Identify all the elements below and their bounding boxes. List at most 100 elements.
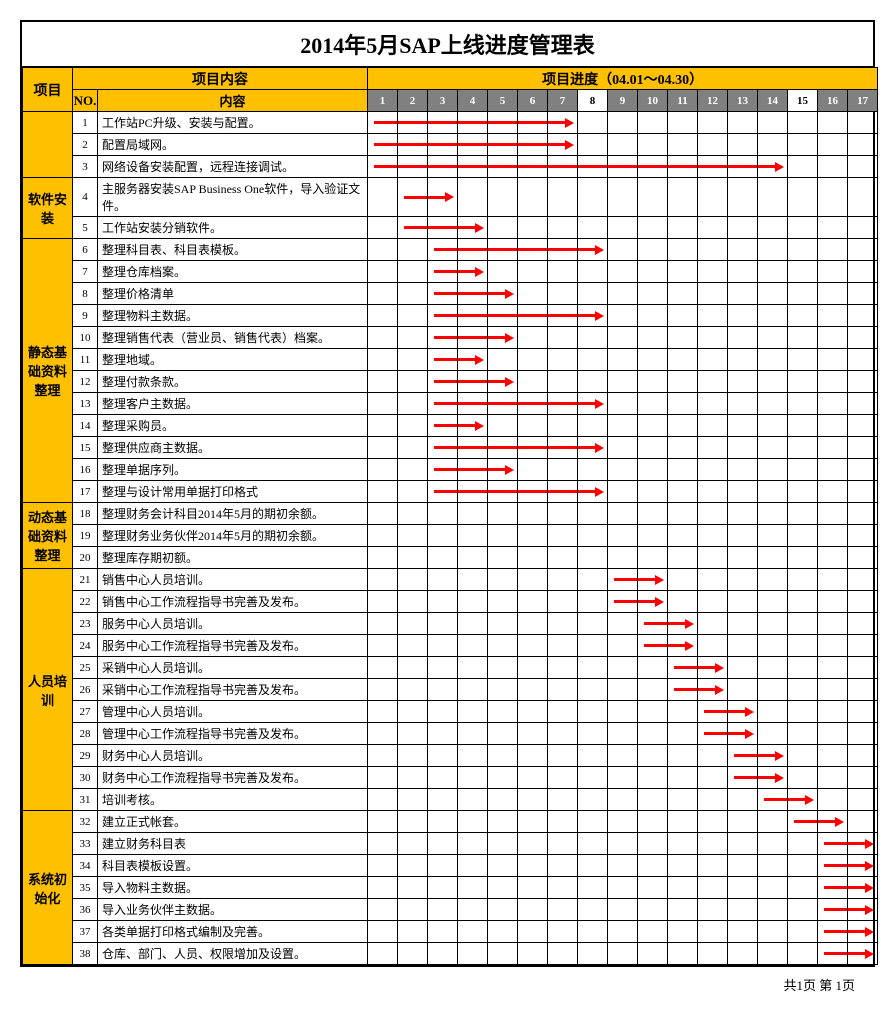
arrow-head-icon bbox=[505, 289, 514, 299]
gantt-cell bbox=[578, 503, 608, 525]
gantt-cell bbox=[818, 393, 848, 415]
gantt-cell bbox=[428, 178, 458, 217]
gantt-line bbox=[578, 248, 596, 251]
gantt-cell bbox=[638, 327, 668, 349]
gantt-cell bbox=[668, 569, 698, 591]
gantt-cell bbox=[398, 855, 428, 877]
gantt-cell bbox=[458, 239, 488, 261]
gantt-cell bbox=[458, 261, 488, 283]
gantt-cell bbox=[398, 239, 428, 261]
gantt-bar-seg bbox=[668, 621, 695, 627]
gantt-cell bbox=[368, 899, 398, 921]
gantt-cell bbox=[458, 393, 488, 415]
gantt-bar-seg bbox=[458, 489, 488, 495]
gantt-line bbox=[698, 666, 716, 669]
gantt-cell bbox=[488, 943, 518, 965]
row-content: 整理采购员。 bbox=[98, 415, 368, 437]
gantt-cell bbox=[488, 525, 518, 547]
gantt-bar-seg bbox=[488, 379, 515, 385]
gantt-cell bbox=[458, 178, 488, 217]
gantt-cell bbox=[578, 134, 608, 156]
table-row: 软件安装4主服务器安装SAP Business One软件，导入验证文件。 bbox=[23, 178, 878, 217]
gantt-bar-seg bbox=[644, 621, 668, 627]
gantt-cell bbox=[608, 283, 638, 305]
gantt-line bbox=[434, 490, 458, 493]
gantt-cell bbox=[488, 261, 518, 283]
gantt-bar-seg bbox=[578, 247, 605, 253]
gantt-cell bbox=[848, 745, 878, 767]
gantt-cell bbox=[458, 481, 488, 503]
gantt-cell bbox=[758, 789, 788, 811]
gantt-cell bbox=[818, 547, 848, 569]
arrow-head-icon bbox=[715, 663, 724, 673]
gantt-cell bbox=[638, 613, 668, 635]
gantt-bar-seg bbox=[458, 335, 488, 341]
gantt-line bbox=[704, 710, 728, 713]
gantt-bar-seg bbox=[434, 379, 458, 385]
gantt-cell bbox=[608, 877, 638, 899]
gantt-cell bbox=[788, 239, 818, 261]
gantt-cell bbox=[428, 156, 458, 178]
gantt-cell bbox=[488, 393, 518, 415]
gantt-cell bbox=[728, 217, 758, 239]
gantt-cell bbox=[368, 811, 398, 833]
gantt-line bbox=[518, 248, 548, 251]
gantt-cell bbox=[818, 134, 848, 156]
row-content: 整理销售代表（营业员、销售代表）档案。 bbox=[98, 327, 368, 349]
gantt-cell bbox=[698, 591, 728, 613]
gantt-cell bbox=[608, 415, 638, 437]
gantt-bar-seg bbox=[548, 120, 575, 126]
arrow-head-icon bbox=[775, 162, 784, 172]
row-no: 21 bbox=[73, 569, 98, 591]
gantt-cell bbox=[398, 503, 428, 525]
gantt-line bbox=[818, 820, 836, 823]
gantt-cell bbox=[428, 613, 458, 635]
gantt-cell bbox=[578, 613, 608, 635]
table-row: 19整理财务业务伙伴2014年5月的期初余额。 bbox=[23, 525, 878, 547]
gantt-cell bbox=[608, 569, 638, 591]
table-row: 34科目表模板设置。 bbox=[23, 855, 878, 877]
gantt-line bbox=[458, 248, 488, 251]
gantt-cell bbox=[518, 943, 548, 965]
gantt-cell bbox=[518, 591, 548, 613]
gantt-cell bbox=[758, 349, 788, 371]
gantt-bar-seg bbox=[434, 247, 458, 253]
gantt-line bbox=[518, 121, 548, 124]
gantt-cell bbox=[608, 921, 638, 943]
gantt-cell bbox=[638, 112, 668, 134]
gantt-cell bbox=[458, 635, 488, 657]
gantt-cell bbox=[698, 371, 728, 393]
gantt-line bbox=[458, 121, 488, 124]
gantt-cell bbox=[818, 701, 848, 723]
gantt-cell bbox=[368, 635, 398, 657]
table-row: 3网络设备安装配置，远程连接调试。 bbox=[23, 156, 878, 178]
table-row: 17整理与设计常用单据打印格式 bbox=[23, 481, 878, 503]
row-no: 15 bbox=[73, 437, 98, 459]
gantt-bar-seg bbox=[638, 164, 668, 170]
gantt-cell bbox=[398, 178, 428, 217]
gantt-cell bbox=[518, 547, 548, 569]
gantt-cell bbox=[698, 657, 728, 679]
arrow-head-icon bbox=[475, 223, 484, 233]
gantt-cell bbox=[638, 134, 668, 156]
gantt-bar-seg bbox=[518, 247, 548, 253]
gantt-cell bbox=[458, 525, 488, 547]
gantt-cell bbox=[758, 811, 788, 833]
gantt-cell bbox=[698, 701, 728, 723]
gantt-cell bbox=[518, 569, 548, 591]
gantt-line bbox=[578, 446, 596, 449]
row-content: 各类单据打印格式编制及完善。 bbox=[98, 921, 368, 943]
gantt-cell bbox=[668, 459, 698, 481]
gantt-cell bbox=[548, 679, 578, 701]
gantt-cell bbox=[758, 239, 788, 261]
gantt-bar-seg bbox=[728, 709, 755, 715]
gantt-line bbox=[428, 143, 458, 146]
gantt-bar-seg bbox=[788, 797, 815, 803]
gantt-cell bbox=[578, 178, 608, 217]
gantt-cell bbox=[848, 283, 878, 305]
gantt-line bbox=[434, 402, 458, 405]
gantt-cell bbox=[728, 569, 758, 591]
gantt-cell bbox=[398, 437, 428, 459]
gantt-bar-seg bbox=[668, 643, 695, 649]
day-hdr-8: 8 bbox=[578, 90, 608, 112]
